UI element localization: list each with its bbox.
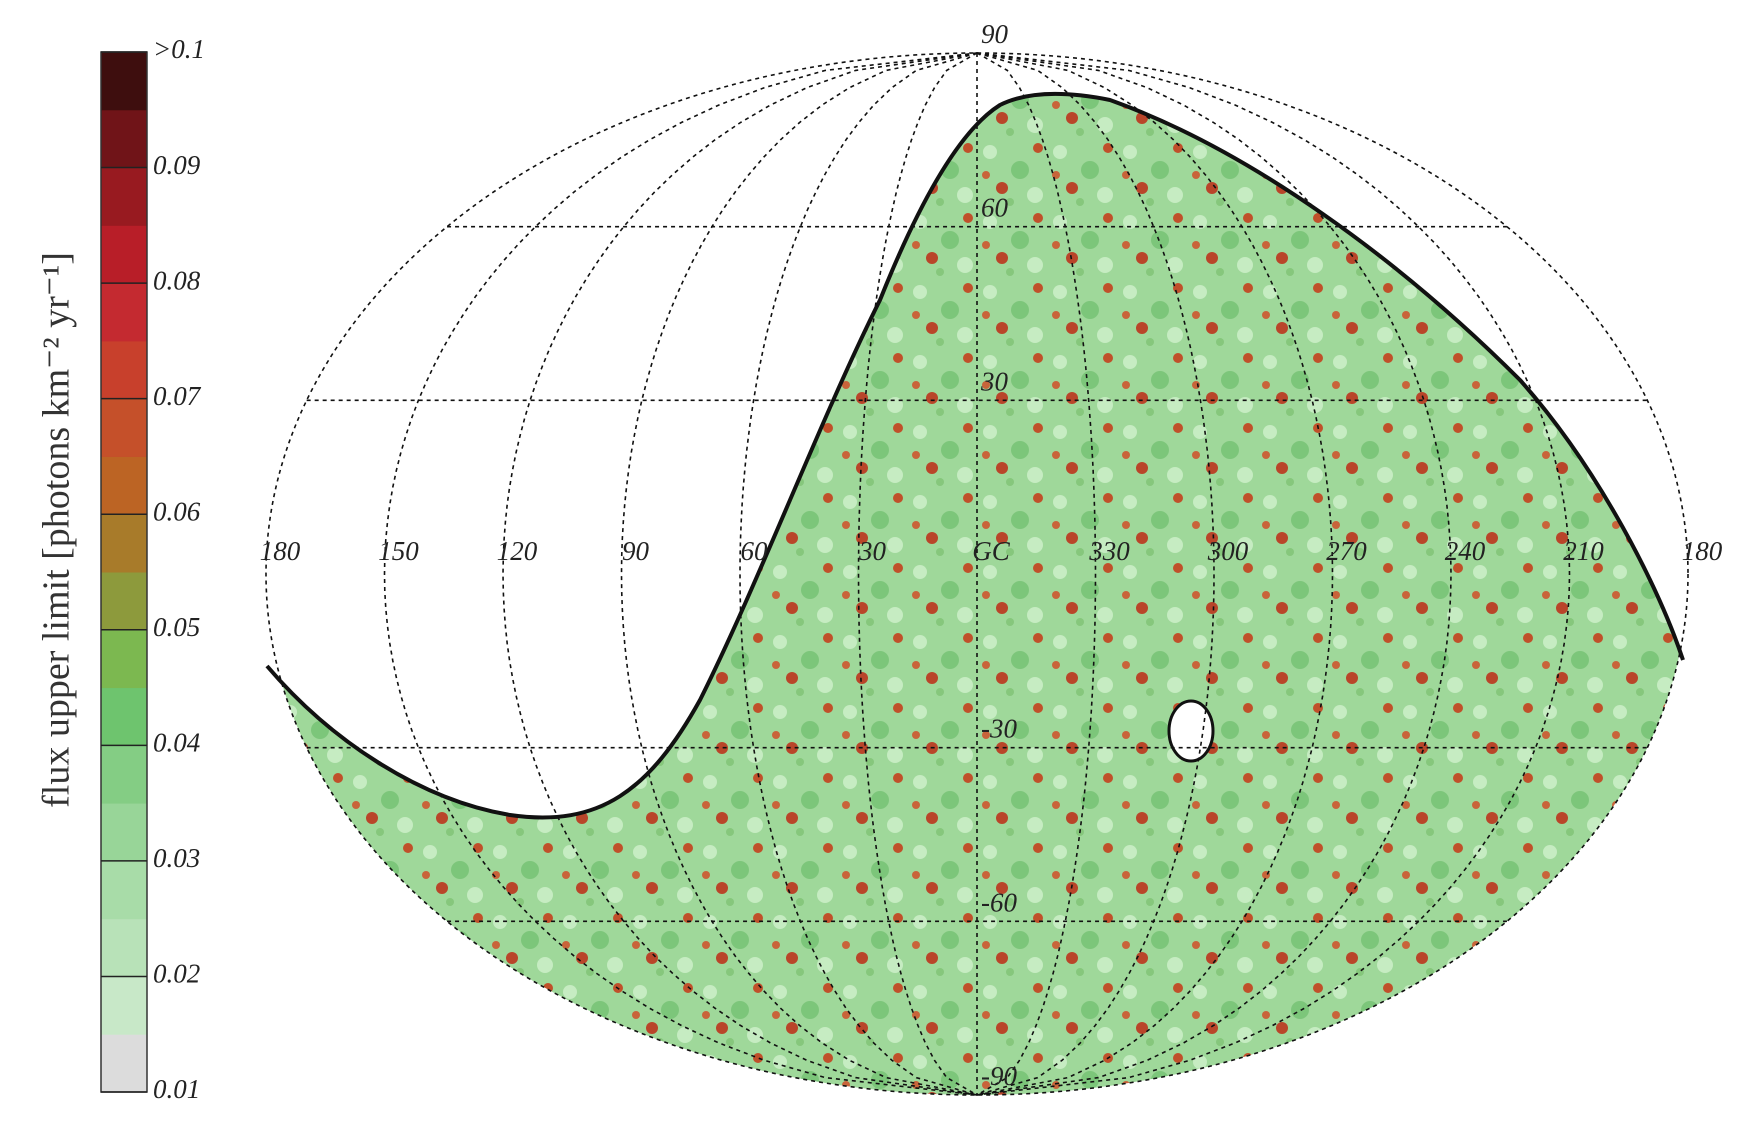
- colorbar-band: [101, 803, 147, 862]
- longitude-label: 30: [858, 536, 887, 566]
- latitude-label: -90: [981, 1061, 1017, 1091]
- colorbar-tick-label: 0.03: [153, 843, 200, 873]
- longitude-label: 180: [1682, 536, 1723, 566]
- colorbar-tick-label: 0.08: [153, 265, 201, 295]
- longitude-label: GC: [972, 536, 1010, 566]
- colorbar-band: [101, 340, 147, 400]
- longitude-label: 60: [741, 536, 769, 566]
- exposure-boundary: [265, 91, 1685, 820]
- colorbar-band: [101, 918, 147, 977]
- colorbar-band: [101, 398, 147, 457]
- colorbar-label: flux upper limit [photons km⁻² yr⁻¹]: [36, 252, 78, 808]
- longitude-label: 270: [1326, 536, 1367, 566]
- latitude-label: -60: [981, 887, 1017, 917]
- colorbar-tick-label: 0.04: [153, 728, 200, 758]
- meridian: [383, 52, 978, 1096]
- latitude-label: 90: [981, 19, 1009, 49]
- colorbar-tick-label: 0.01: [153, 1074, 200, 1104]
- colorbar-tick-label: 0.02: [153, 959, 200, 989]
- colorbar-band: [101, 456, 147, 515]
- longitude-label: 240: [1445, 536, 1486, 566]
- colorbar-band: [101, 687, 147, 746]
- longitude-label: 300: [1207, 536, 1249, 566]
- colorbar-band: [101, 109, 147, 169]
- longitude-label: 330: [1088, 536, 1130, 566]
- colorbar-band: [101, 572, 147, 631]
- colorbar-band: [101, 976, 147, 1035]
- colorbar-band: [101, 225, 147, 284]
- colorbar-band: [101, 283, 147, 342]
- longitude-label: 180: [260, 536, 301, 566]
- latitude-label: -30: [981, 714, 1017, 744]
- unexposed-spot: [1167, 699, 1215, 763]
- colorbar-tick-label: >0.1: [153, 34, 205, 64]
- colorbar-band: [101, 167, 147, 226]
- longitude-label: 120: [497, 536, 538, 566]
- colorbar-band: [101, 745, 147, 804]
- map-outline: [265, 52, 1689, 1096]
- longitude-label: 150: [378, 536, 419, 566]
- longitude-label: 210: [1563, 536, 1604, 566]
- colorbar-tick-label: 0.09: [153, 150, 201, 180]
- colorbar-band: [101, 860, 147, 920]
- exposure-region: [266, 93, 1688, 1095]
- meridian: [976, 52, 1571, 1096]
- colorbar-band: [101, 514, 147, 573]
- longitude-label: 90: [622, 536, 650, 566]
- latitude-label: 30: [980, 366, 1009, 396]
- colorbar-tick-label: 0.06: [153, 496, 201, 526]
- colorbar-band: [101, 1034, 147, 1093]
- colorbar-band: [101, 629, 147, 689]
- colorbar-band: [101, 52, 147, 111]
- colorbar-tick-label: 0.05: [153, 612, 200, 642]
- colorbar-tick-label: 0.07: [153, 381, 202, 411]
- sky-map: [265, 52, 1689, 1096]
- latitude-label: 60: [981, 193, 1009, 223]
